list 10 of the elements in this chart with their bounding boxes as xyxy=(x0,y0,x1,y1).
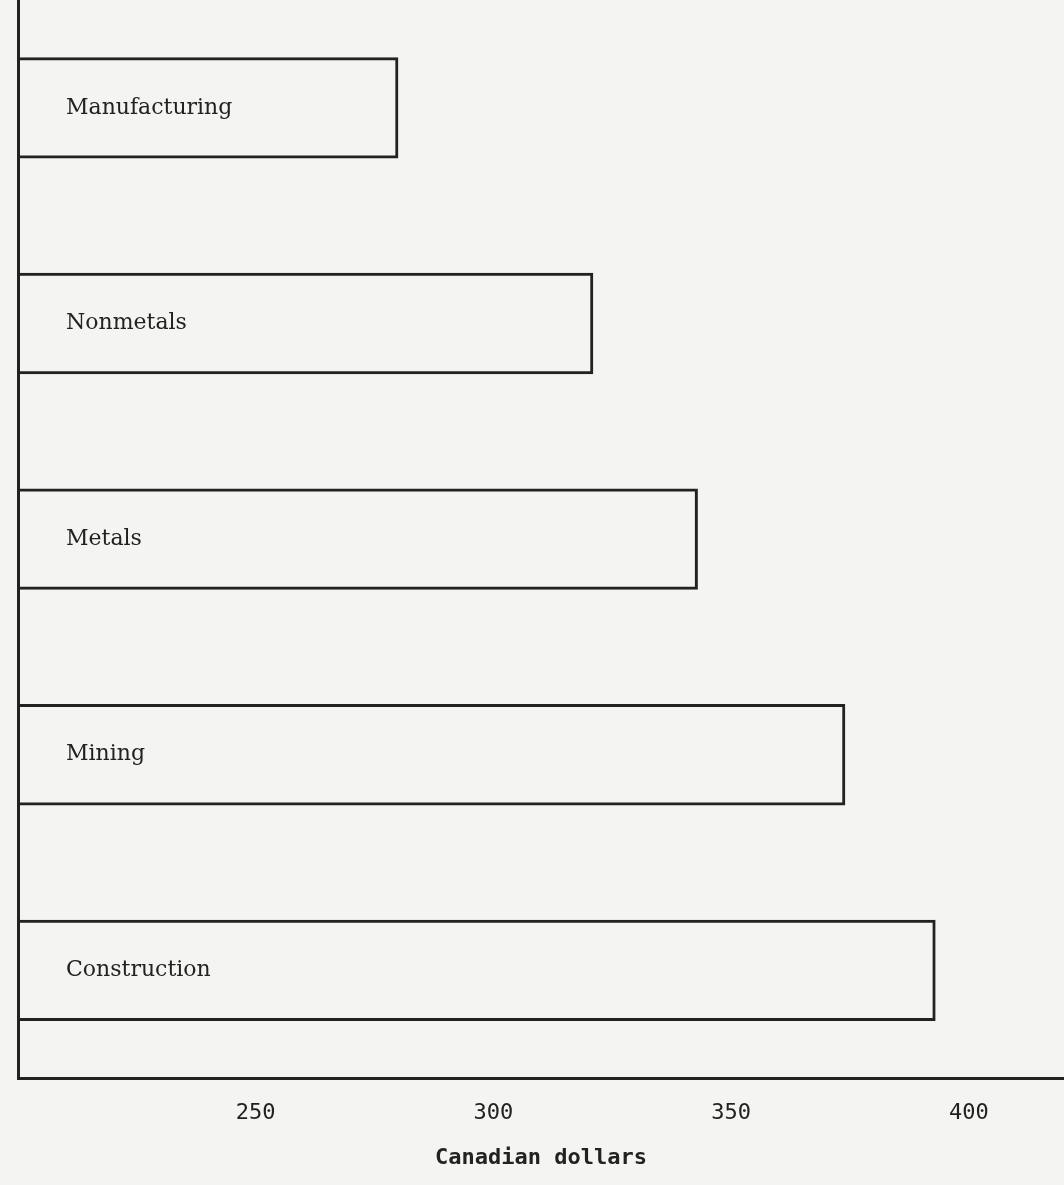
y-tick-label: Construction xyxy=(66,956,211,982)
x-axis-title: Canadian dollars xyxy=(435,1143,647,1169)
x-tick-label: 400 xyxy=(949,1099,989,1125)
x-tick-label: 300 xyxy=(473,1099,514,1125)
y-tick-label: Manufacturing xyxy=(66,93,233,119)
x-tick-label: 250 xyxy=(235,1099,276,1125)
y-tick-label: Mining xyxy=(66,740,146,766)
y-tick-label: Metals xyxy=(66,524,142,550)
y-tick-label: Nonmetals xyxy=(66,309,187,335)
x-tick-label: 350 xyxy=(711,1099,752,1125)
